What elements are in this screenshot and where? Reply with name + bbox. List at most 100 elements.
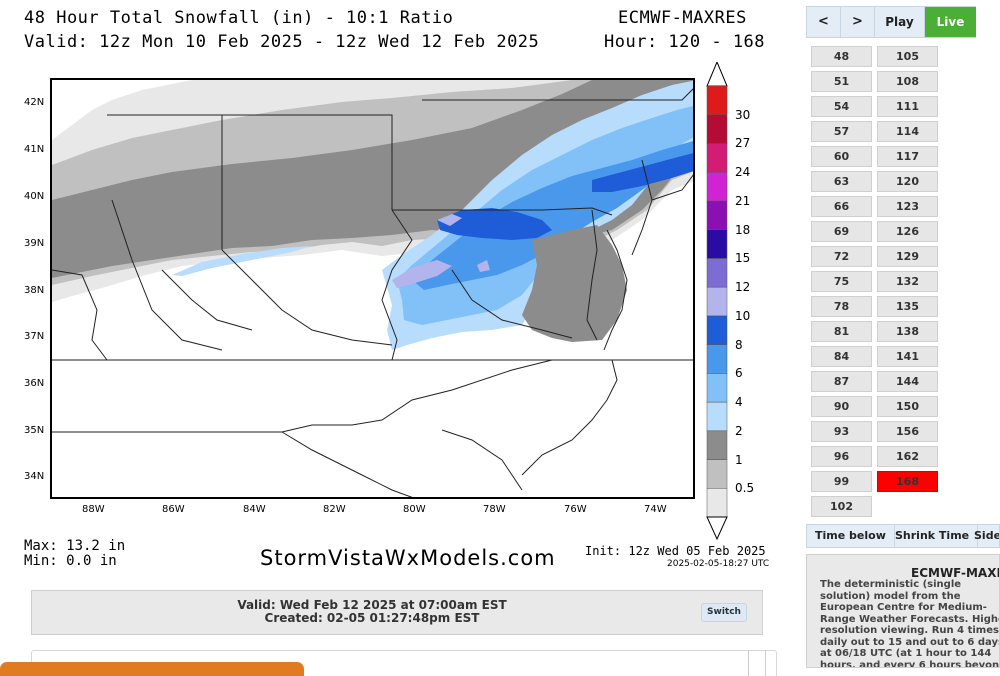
hour-button-87[interactable]: 87 xyxy=(811,371,872,392)
lat-label: 42N xyxy=(24,97,45,108)
hour-button-105[interactable]: 105 xyxy=(877,46,938,67)
snow-band-royal-blue xyxy=(437,208,552,240)
colorbar-segment xyxy=(706,143,728,173)
colorbar-label: 30 xyxy=(735,107,751,122)
max-value: Max: 13.2 in xyxy=(24,538,126,554)
colorbar-segments xyxy=(706,85,728,518)
hour-button-108[interactable]: 108 xyxy=(877,71,938,92)
play-button[interactable]: Play xyxy=(875,7,925,37)
colorbar-label: 18 xyxy=(735,222,751,237)
lat-label: 37N xyxy=(24,331,45,342)
colorbar-segment xyxy=(706,200,728,230)
colorbar-label: 1 xyxy=(735,452,743,467)
hour-button-138[interactable]: 138 xyxy=(877,321,938,342)
colorbar-label: 2 xyxy=(735,423,743,438)
hour-button-99[interactable]: 99 xyxy=(811,471,872,492)
hour-button-75[interactable]: 75 xyxy=(811,271,872,292)
snow-band-light-blue-west xyxy=(172,246,312,276)
hour-button-54[interactable]: 54 xyxy=(811,96,872,117)
model-description-title: ECMWF-MAXRES xyxy=(911,566,999,580)
lat-label: 40N xyxy=(24,191,45,202)
switch-button[interactable]: Switch xyxy=(701,603,747,622)
hour-button-90[interactable]: 90 xyxy=(811,396,872,417)
orange-banner[interactable] xyxy=(0,662,304,676)
valid-info-box: Valid: Wed Feb 12 2025 at 07:00am EST Cr… xyxy=(31,590,763,635)
colorbar-top-tip xyxy=(706,62,728,87)
hour-button-93[interactable]: 93 xyxy=(811,421,872,442)
colorbar-segment xyxy=(706,114,728,144)
hour-button-141[interactable]: 141 xyxy=(877,346,938,367)
hour-button-132[interactable]: 132 xyxy=(877,271,938,292)
hour-button-96[interactable]: 96 xyxy=(811,446,872,467)
lat-label: 36N xyxy=(24,378,45,389)
hour-button-117[interactable]: 117 xyxy=(877,146,938,167)
colorbar-label: 24 xyxy=(735,165,751,180)
snowfall-stats: Max: 13.2 in Min: 0.0 in xyxy=(24,539,125,569)
colorbar-segment xyxy=(706,171,728,202)
hour-button-156[interactable]: 156 xyxy=(877,421,938,442)
snowfall-map-graphic xyxy=(52,80,693,497)
hour-button-102[interactable]: 102 xyxy=(811,496,872,517)
colorbar-segment xyxy=(706,459,728,489)
coastal-dark-gray xyxy=(522,225,627,342)
valid-info-text: Valid: Wed Feb 12 2025 at 07:00am EST Cr… xyxy=(32,599,712,625)
lon-label: 74W xyxy=(644,504,667,515)
colorbar-segment xyxy=(706,258,728,288)
valid-period: Valid: 12z Mon 10 Feb 2025 - 12z Wed 12 … xyxy=(24,32,540,52)
tab-shrink-time[interactable]: Shrink Time xyxy=(887,525,979,547)
hour-button-150[interactable]: 150 xyxy=(877,396,938,417)
lat-label: 41N xyxy=(24,144,45,155)
created-time: Created: 02-05 01:27:48pm EST xyxy=(264,611,480,625)
hour-button-57[interactable]: 57 xyxy=(811,121,872,142)
colorbar-label: 15 xyxy=(735,251,751,266)
hour-button-162[interactable]: 162 xyxy=(877,446,938,467)
hour-button-63[interactable]: 63 xyxy=(811,171,872,192)
hour-button-129[interactable]: 129 xyxy=(877,246,938,267)
hour-button-120[interactable]: 120 xyxy=(877,171,938,192)
lat-label: 35N xyxy=(24,425,45,436)
hour-button-123[interactable]: 123 xyxy=(877,196,938,217)
hour-button-114[interactable]: 114 xyxy=(877,121,938,142)
colorbar-bottom-tip xyxy=(706,516,728,540)
model-name: ECMWF-MAXRES xyxy=(618,8,747,28)
live-button[interactable]: Live xyxy=(925,7,976,37)
hour-button-168[interactable]: 168 xyxy=(877,471,938,492)
map-title: 48 Hour Total Snowfall (in) - 10:1 Ratio xyxy=(24,8,454,28)
lon-label: 84W xyxy=(243,504,266,515)
colorbar-segment xyxy=(706,401,728,432)
state-boundaries xyxy=(52,88,693,497)
next-button[interactable]: > xyxy=(841,7,875,37)
tab-time-below[interactable]: Time below xyxy=(807,525,895,547)
snow-band-lavender xyxy=(392,260,452,288)
hour-button-60[interactable]: 60 xyxy=(811,146,872,167)
hour-button-111[interactable]: 111 xyxy=(877,96,938,117)
previous-button[interactable]: < xyxy=(807,7,841,37)
snow-band-royal-blue-ne xyxy=(592,153,693,192)
tab-side[interactable]: Side xyxy=(966,525,999,547)
colorbar-segment xyxy=(706,229,728,259)
hour-button-51[interactable]: 51 xyxy=(811,71,872,92)
lon-label: 88W xyxy=(82,504,105,515)
colorbar-segment xyxy=(706,85,728,115)
hour-button-69[interactable]: 69 xyxy=(811,221,872,242)
colorbar-label: 21 xyxy=(735,193,751,208)
lon-label: 76W xyxy=(564,504,587,515)
colorbar-segment xyxy=(706,315,728,345)
hour-button-135[interactable]: 135 xyxy=(877,296,938,317)
lat-label: 34N xyxy=(24,471,45,482)
colorbar-label: 27 xyxy=(735,136,751,151)
hour-button-78[interactable]: 78 xyxy=(811,296,872,317)
hour-button-126[interactable]: 126 xyxy=(877,221,938,242)
scrollbar[interactable] xyxy=(748,651,766,676)
model-description-text: The deterministic (single solution) mode… xyxy=(820,579,1000,668)
hour-button-84[interactable]: 84 xyxy=(811,346,872,367)
hour-button-48[interactable]: 48 xyxy=(811,46,872,67)
colorbar-label: 4 xyxy=(735,395,743,410)
lat-label: 39N xyxy=(24,238,45,249)
hour-button-144[interactable]: 144 xyxy=(877,371,938,392)
hour-button-81[interactable]: 81 xyxy=(811,321,872,342)
snowfall-map xyxy=(50,78,695,499)
colorbar-segment xyxy=(706,344,728,374)
hour-button-66[interactable]: 66 xyxy=(811,196,872,217)
hour-button-72[interactable]: 72 xyxy=(811,246,872,267)
